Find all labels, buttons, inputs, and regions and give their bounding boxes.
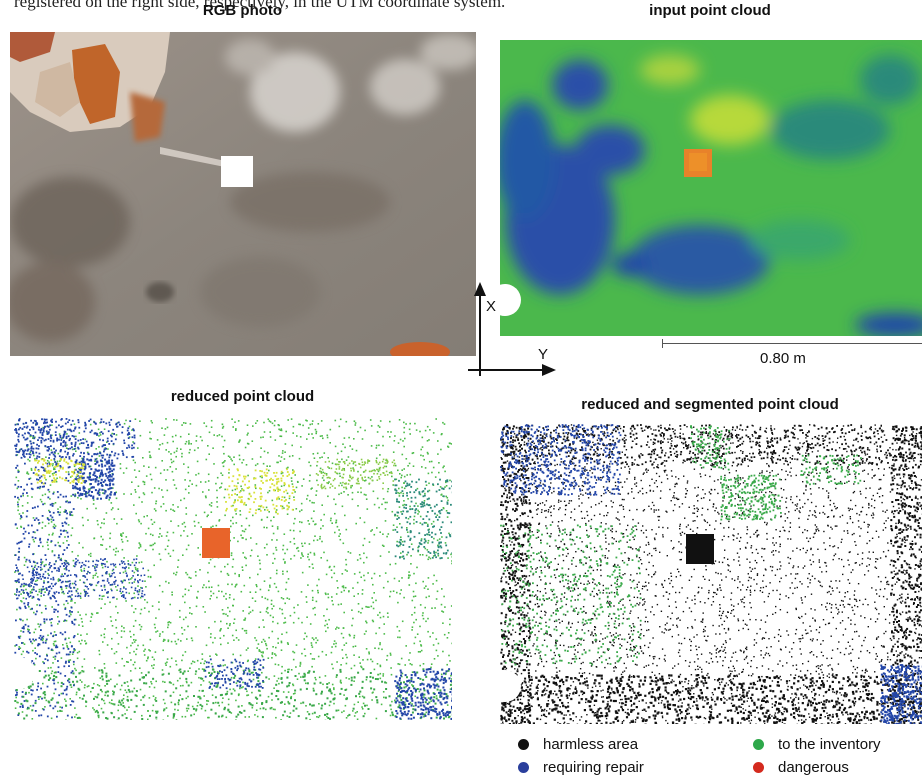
segmented-point-cloud-image — [500, 424, 922, 724]
reduced-point-cloud-title: reduced point cloud — [170, 388, 315, 405]
legend-item-inventory: to the inventory — [753, 736, 881, 753]
input-point-cloud-title: input point cloud — [649, 2, 771, 19]
legend-swatch-red — [753, 762, 764, 773]
y-axis-label: Y — [538, 346, 549, 363]
figure-caption-fragment: registered on the right side, respective… — [14, 0, 506, 11]
legend-swatch-green — [753, 739, 764, 750]
scale-bar-label: 0.80 m — [760, 350, 806, 367]
scale-bar — [662, 343, 922, 344]
legend-label: dangerous — [778, 759, 849, 776]
scale-bar-tick-left — [662, 339, 663, 348]
segmented-point-cloud-title: reduced and segmented point cloud — [581, 396, 839, 413]
legend-swatch-blue — [518, 762, 529, 773]
x-axis-label: X — [486, 298, 497, 315]
legend-item-repair: requiring repair — [518, 759, 644, 776]
legend-item-dangerous: dangerous — [753, 759, 849, 776]
legend-item-harmless: harmless area — [518, 736, 638, 753]
legend-swatch-black — [518, 739, 529, 750]
input-point-cloud-image — [500, 40, 922, 336]
rgb-photo-title: RGB photo — [202, 2, 283, 19]
coordinate-axes — [468, 282, 556, 376]
rgb-photo — [10, 32, 476, 356]
reduced-point-cloud-image — [14, 418, 452, 720]
legend-label: to the inventory — [778, 736, 881, 753]
legend-label: requiring repair — [543, 759, 644, 776]
legend-label: harmless area — [543, 736, 639, 753]
